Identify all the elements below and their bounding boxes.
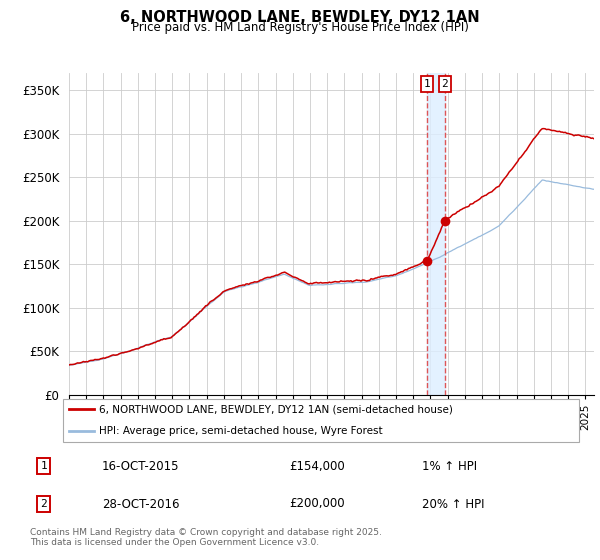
Text: HPI: Average price, semi-detached house, Wyre Forest: HPI: Average price, semi-detached house,… [99,426,383,436]
Text: Price paid vs. HM Land Registry's House Price Index (HPI): Price paid vs. HM Land Registry's House … [131,21,469,34]
Text: 2: 2 [442,79,448,89]
Text: 1: 1 [424,79,430,89]
Text: 6, NORTHWOOD LANE, BEWDLEY, DY12 1AN: 6, NORTHWOOD LANE, BEWDLEY, DY12 1AN [120,10,480,25]
Text: 6, NORTHWOOD LANE, BEWDLEY, DY12 1AN (semi-detached house): 6, NORTHWOOD LANE, BEWDLEY, DY12 1AN (se… [99,404,453,414]
Text: £154,000: £154,000 [289,460,345,473]
Text: 16-OCT-2015: 16-OCT-2015 [102,460,179,473]
Text: 2: 2 [40,499,47,509]
Text: Contains HM Land Registry data © Crown copyright and database right 2025.
This d: Contains HM Land Registry data © Crown c… [30,528,382,547]
Text: 20% ↑ HPI: 20% ↑ HPI [422,497,484,511]
Text: 28-OCT-2016: 28-OCT-2016 [102,497,179,511]
FancyBboxPatch shape [62,399,580,442]
Text: 1% ↑ HPI: 1% ↑ HPI [422,460,477,473]
Text: £200,000: £200,000 [289,497,345,511]
Text: 1: 1 [40,461,47,471]
Bar [427,73,445,395]
